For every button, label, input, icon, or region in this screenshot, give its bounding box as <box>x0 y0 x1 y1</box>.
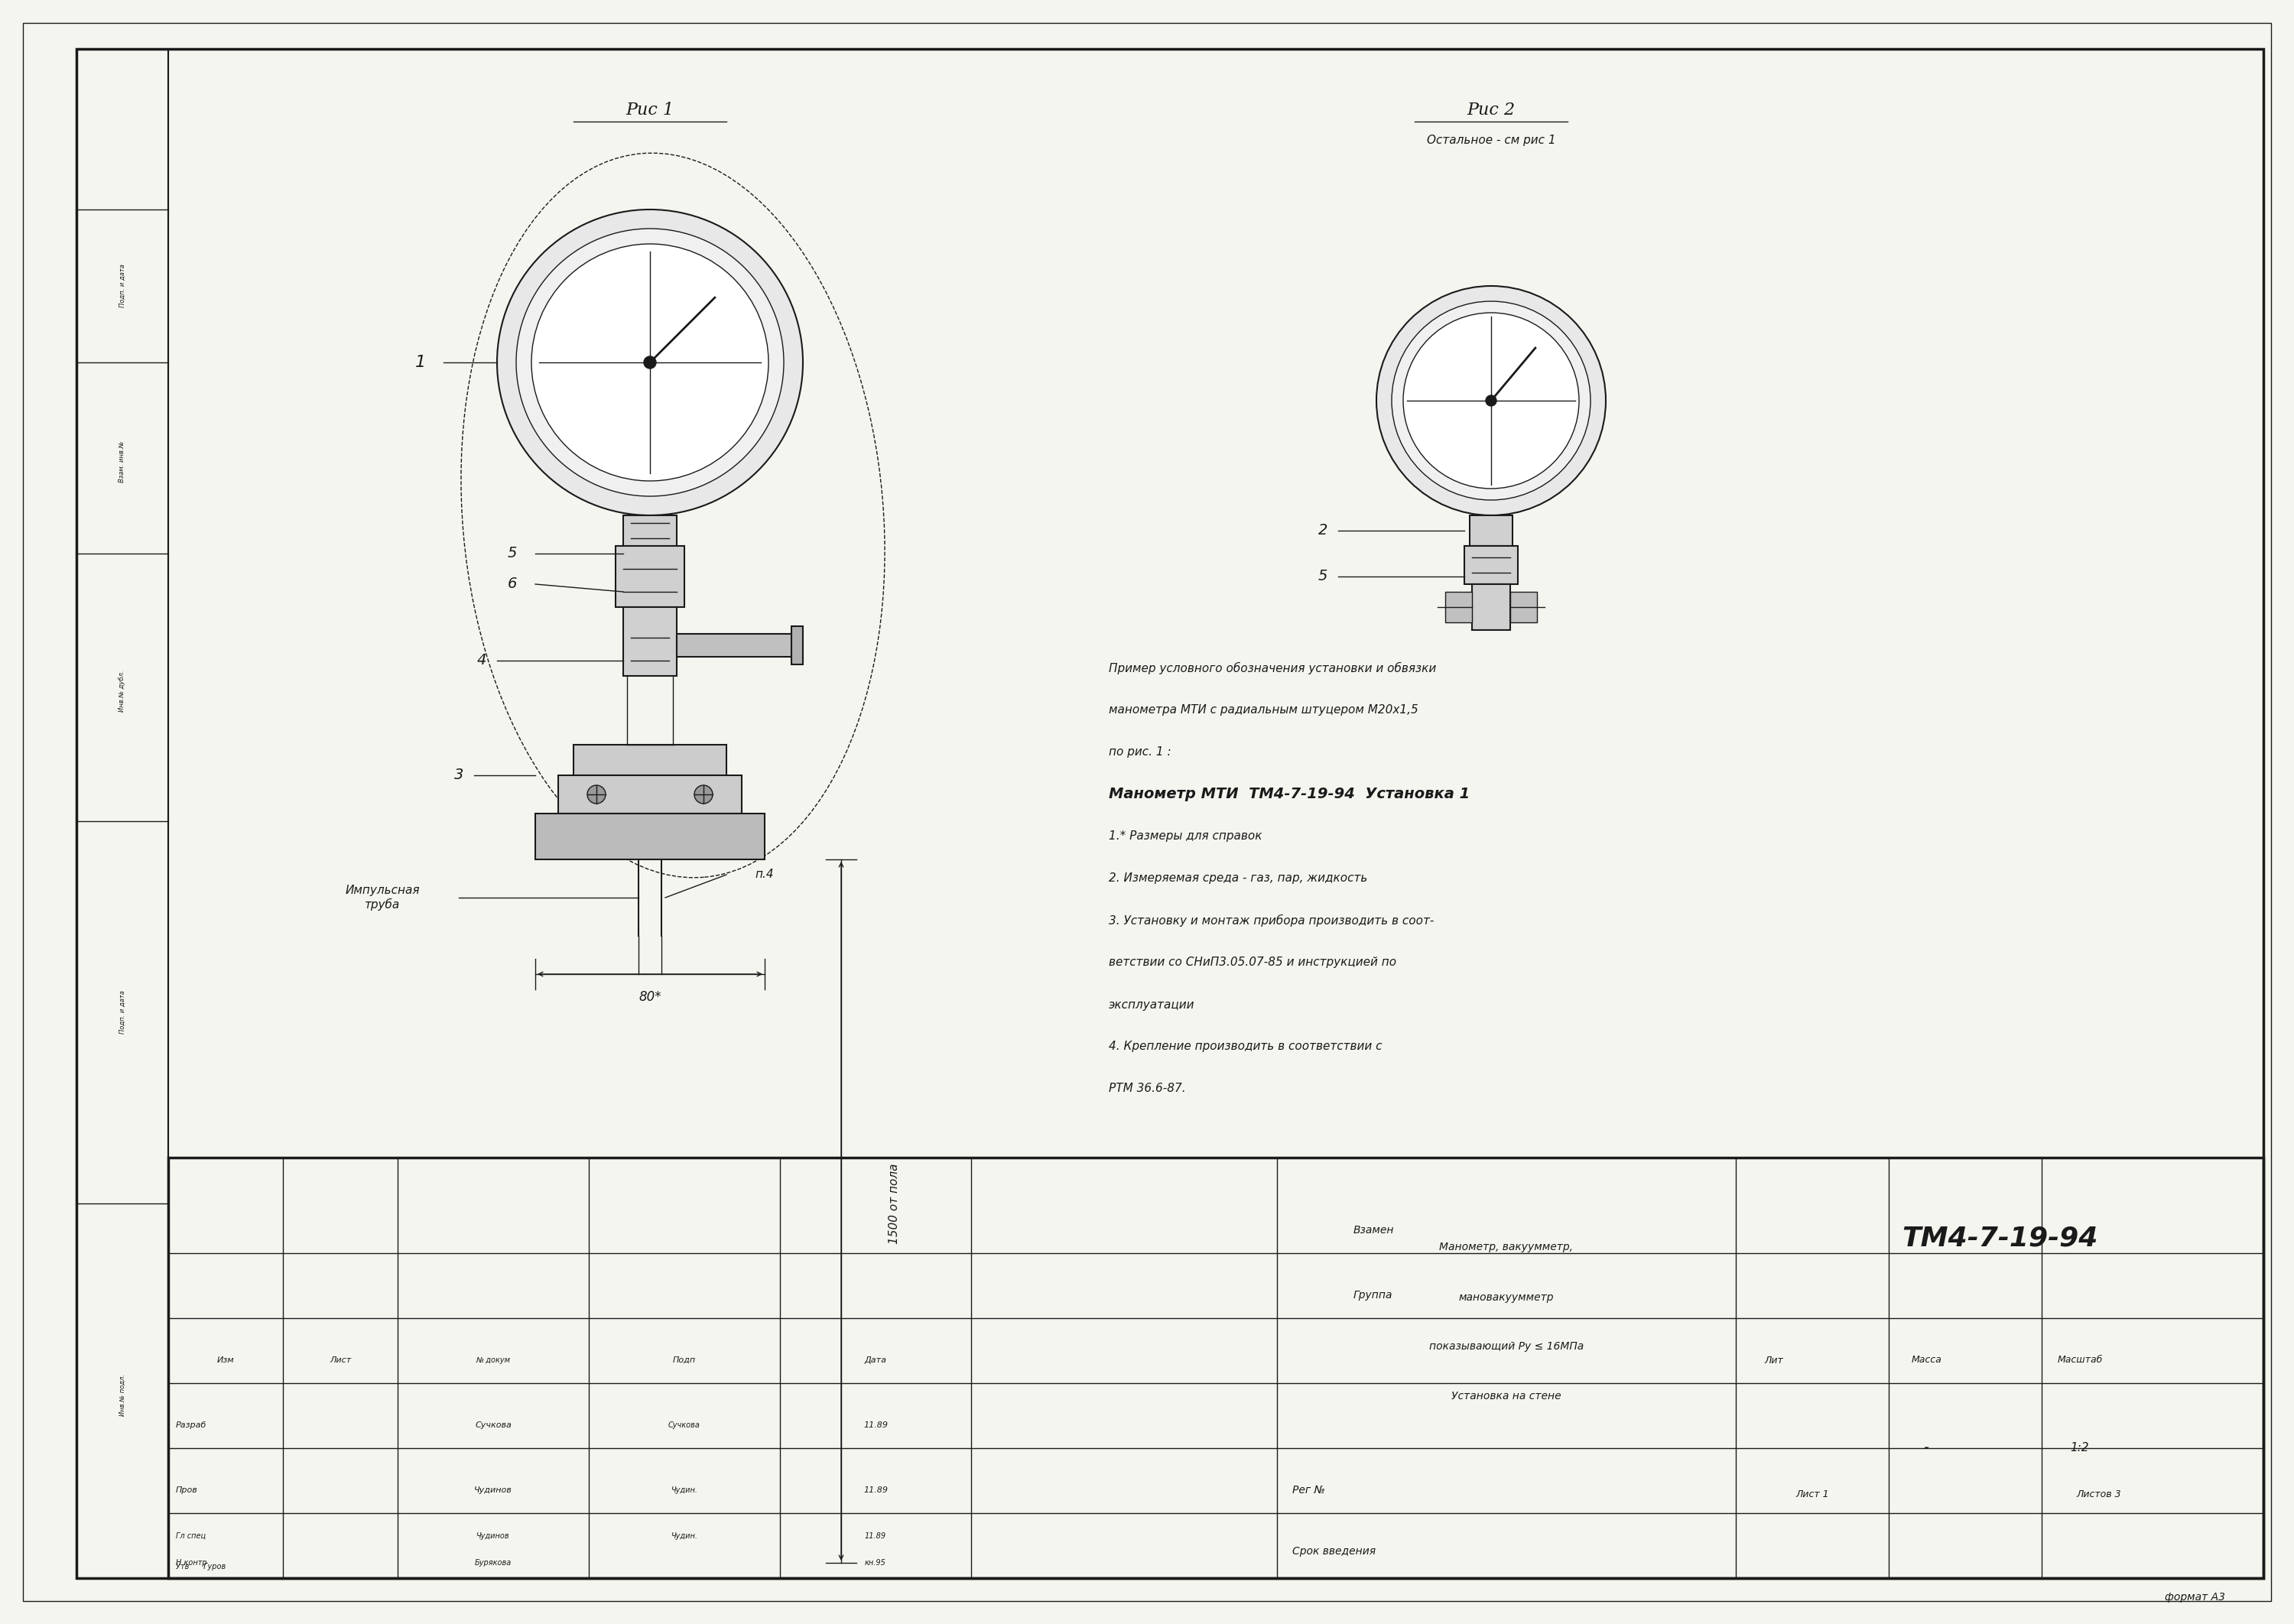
Text: Рег №: Рег № <box>1292 1484 1326 1496</box>
Bar <box>624 515 677 554</box>
Text: Чудин.: Чудин. <box>670 1486 697 1494</box>
Text: Лит: Лит <box>1764 1356 1782 1366</box>
Circle shape <box>516 229 785 497</box>
Bar <box>1470 515 1512 546</box>
Text: 3: 3 <box>454 768 463 783</box>
Text: -: - <box>1925 1440 1929 1455</box>
Bar <box>1509 591 1537 622</box>
Bar <box>624 607 677 676</box>
Text: Импульсная
труба: Импульсная труба <box>344 885 420 911</box>
Text: Листов 3: Листов 3 <box>2076 1489 2122 1499</box>
Circle shape <box>1404 313 1578 489</box>
Text: Чудин.: Чудин. <box>670 1533 697 1540</box>
Text: 2: 2 <box>1319 523 1328 538</box>
Text: ТМ4-7-19-94: ТМ4-7-19-94 <box>1902 1224 2097 1250</box>
Circle shape <box>1487 395 1496 406</box>
Text: 5: 5 <box>1319 570 1328 583</box>
Circle shape <box>695 786 713 804</box>
Text: Взамен: Взамен <box>1353 1224 1395 1236</box>
Text: Манометр, вакуумметр,: Манометр, вакуумметр, <box>1441 1242 1574 1252</box>
Text: мановакуумметр: мановакуумметр <box>1459 1291 1553 1302</box>
Text: 6: 6 <box>507 577 516 591</box>
Text: Инв.№ дубл.: Инв.№ дубл. <box>119 671 126 711</box>
Circle shape <box>587 786 606 804</box>
Text: 1.* Размеры для справок: 1.* Размеры для справок <box>1108 831 1262 843</box>
Bar <box>535 814 764 859</box>
Text: 3. Установку и монтаж прибора производить в соот-: 3. Установку и монтаж прибора производит… <box>1108 914 1434 927</box>
Text: Пров: Пров <box>177 1486 197 1494</box>
Text: Чудинов: Чудинов <box>475 1486 512 1494</box>
Text: 11.89: 11.89 <box>863 1486 888 1494</box>
Text: Срок введения: Срок введения <box>1292 1546 1376 1557</box>
Text: кн.95: кн.95 <box>865 1559 885 1567</box>
Text: Дата: Дата <box>865 1356 885 1364</box>
Text: 11.89: 11.89 <box>865 1533 885 1540</box>
Text: Гл спец: Гл спец <box>177 1533 206 1540</box>
Text: Масштаб: Масштаб <box>2058 1356 2104 1366</box>
Text: Изм: Изм <box>218 1356 234 1364</box>
Text: Остальное - см рис 1: Остальное - см рис 1 <box>1427 135 1555 146</box>
Bar <box>677 633 791 656</box>
Text: п.4: п.4 <box>755 869 773 880</box>
Text: Чудинов: Чудинов <box>477 1533 509 1540</box>
Text: Подп. и дата: Подп. и дата <box>119 265 126 307</box>
Text: Рис 1: Рис 1 <box>626 102 674 119</box>
Text: № докум: № докум <box>477 1356 509 1364</box>
Text: Группа: Группа <box>1353 1289 1392 1301</box>
Text: 4: 4 <box>477 653 486 667</box>
Text: Манометр МТИ  ТМ4-7-19-94  Установка 1: Манометр МТИ ТМ4-7-19-94 Установка 1 <box>1108 788 1470 802</box>
Bar <box>557 775 741 814</box>
Text: Н контр: Н контр <box>177 1559 206 1567</box>
Text: Сучкова: Сучкова <box>668 1421 700 1429</box>
Text: Сучкова: Сучкова <box>475 1421 512 1429</box>
Text: 1500 от пола: 1500 от пола <box>890 1163 899 1244</box>
Text: Утв      Гуров: Утв Гуров <box>177 1562 225 1570</box>
Text: 11.89: 11.89 <box>863 1421 888 1429</box>
Text: Инв.№ подл.: Инв.№ подл. <box>119 1374 126 1416</box>
Text: показывающий Ру ≤ 16МПа: показывающий Ру ≤ 16МПа <box>1429 1341 1583 1353</box>
Text: Разраб: Разраб <box>177 1421 206 1429</box>
Text: Лист 1: Лист 1 <box>1796 1489 1828 1499</box>
Bar <box>1445 591 1473 622</box>
Text: РТМ 36.6-87.: РТМ 36.6-87. <box>1108 1083 1186 1095</box>
Text: Бурякова: Бурякова <box>475 1559 512 1567</box>
Text: 80*: 80* <box>638 991 661 1004</box>
Circle shape <box>645 356 656 369</box>
Bar <box>791 627 803 664</box>
Bar <box>615 546 684 607</box>
Text: эксплуатации: эксплуатации <box>1108 999 1195 1010</box>
Text: 4. Крепление производить в соответствии с: 4. Крепление производить в соответствии … <box>1108 1041 1381 1052</box>
Bar <box>1473 585 1509 630</box>
Text: 1: 1 <box>415 354 427 370</box>
Text: ветствии со СНиП3.05.07-85 и инструкцией по: ветствии со СНиП3.05.07-85 и инструкцией… <box>1108 957 1397 968</box>
Text: Лист: Лист <box>330 1356 351 1364</box>
Text: Пример условного обозначения установки и обвязки: Пример условного обозначения установки и… <box>1108 663 1436 674</box>
Text: Рис 2: Рис 2 <box>1466 102 1516 119</box>
Text: Установка на стене: Установка на стене <box>1452 1392 1562 1402</box>
Text: по рис. 1 :: по рис. 1 : <box>1108 747 1172 758</box>
Circle shape <box>1376 286 1606 515</box>
Bar <box>76 49 167 1579</box>
Text: 2. Измеряемая среда - газ, пар, жидкость: 2. Измеряемая среда - газ, пар, жидкость <box>1108 872 1367 883</box>
Circle shape <box>498 209 803 515</box>
Text: манометра МТИ с радиальным штуцером М20х1,5: манометра МТИ с радиальным штуцером М20х… <box>1108 705 1418 716</box>
Bar <box>1464 546 1519 585</box>
Text: Масса: Масса <box>1911 1356 1943 1366</box>
Text: 5: 5 <box>507 546 516 560</box>
Text: формат А3: формат А3 <box>2166 1592 2225 1603</box>
Bar <box>574 745 727 775</box>
Circle shape <box>1392 300 1590 500</box>
Text: Подп: Подп <box>672 1356 695 1364</box>
Text: Взам. инв.№: Взам. инв.№ <box>119 442 126 482</box>
Circle shape <box>532 244 768 481</box>
Bar <box>167 1158 2264 1579</box>
Text: Подп. и дата: Подп. и дата <box>119 991 126 1034</box>
Text: 1:2: 1:2 <box>2071 1442 2090 1453</box>
